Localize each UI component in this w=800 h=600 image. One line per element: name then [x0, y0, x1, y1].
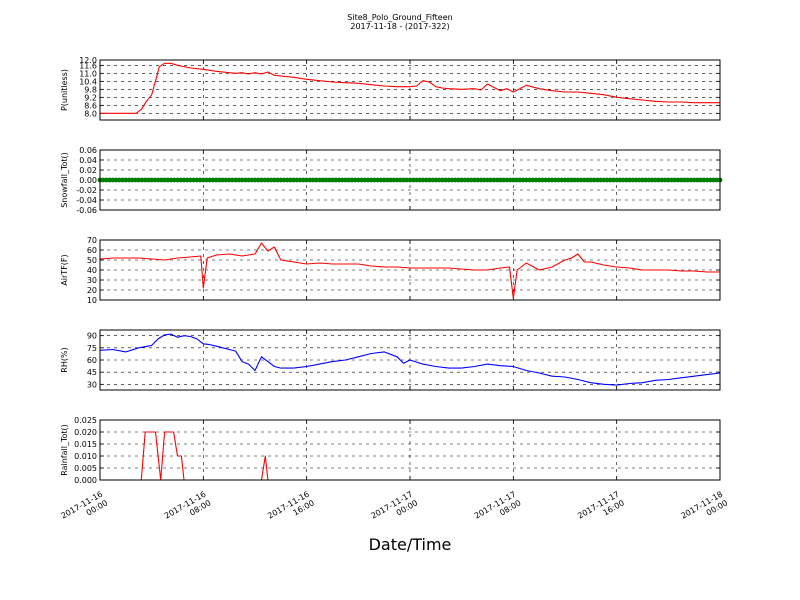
- series-line: [99, 242, 720, 299]
- y-axis-label: P(unitless): [60, 69, 69, 111]
- subplot-5: 0.025 0.020 0.015 0.010 0.005 0.000 Rainfall_T…: [60, 416, 721, 485]
- y-tick-label: 8.0: [84, 109, 97, 118]
- y-tick-label: 9.8: [84, 85, 97, 94]
- y-tick-label: 90: [87, 332, 97, 341]
- axes-frame: [99, 329, 721, 391]
- subplot-1: 8.08.69.29.810.411.011.612.0 P(unitless): [60, 56, 721, 121]
- y-tick-label: 75: [87, 344, 97, 353]
- y-tick-label: 0.020: [74, 428, 97, 437]
- y-tick-label: 0.025: [74, 416, 97, 425]
- y-axis-label: RH(%): [60, 347, 69, 372]
- y-axis-label: Snowfall_Tot(): [60, 152, 69, 208]
- y-tick-label: 0.00: [79, 176, 97, 185]
- y-tick-label: 30: [87, 276, 97, 285]
- y-tick-label: 0.04: [79, 156, 97, 165]
- y-tick-label: 10.4: [79, 77, 97, 86]
- y-tick-label: 0.010: [74, 452, 97, 461]
- y-tick-label: 45: [87, 368, 97, 377]
- series-line: [100, 431, 720, 481]
- y-tick-label: 11.0: [79, 69, 97, 78]
- axes-frame: [99, 149, 721, 211]
- y-tick-label: 11.6: [79, 61, 97, 70]
- y-tick-label: -0.02: [76, 186, 97, 195]
- y-tick-label: -0.06: [76, 206, 97, 215]
- axes-frame: [99, 59, 721, 121]
- y-axis-label: Rainfall_Tot(): [60, 424, 69, 476]
- y-tick-label: 9.2: [84, 93, 97, 102]
- chart-title-line1: Site8_Polo_Ground_Fifteen: [347, 13, 452, 22]
- subplot-4: 90 75 60 45 30 RH(%): [60, 329, 721, 391]
- y-tick-label: 0.06: [79, 146, 97, 155]
- x-axis-label: Date/Time: [369, 535, 452, 554]
- series-line: [100, 62, 720, 114]
- chart-title-line2: 2017-11-18 - (2017-322): [350, 22, 449, 31]
- y-tick-label: -0.04: [76, 196, 97, 205]
- y-tick-label: 12.0: [79, 56, 97, 65]
- y-tick-label: 60: [87, 246, 97, 255]
- y-tick-label: 8.6: [84, 101, 97, 110]
- y-tick-label: 0.02: [79, 166, 97, 175]
- y-tick-label: 70: [87, 236, 97, 245]
- y-tick-label: 0.015: [74, 440, 97, 449]
- y-tick-label: 60: [87, 356, 97, 365]
- y-tick-label: 50: [87, 256, 97, 265]
- y-tick-label: 40: [87, 266, 97, 275]
- y-tick-label: 0.000: [74, 476, 97, 485]
- y-axis-label: AirTF(F): [60, 254, 69, 285]
- axes-frame: [99, 239, 721, 301]
- y-tick-label: 0.005: [74, 464, 97, 473]
- series-line: [99, 333, 721, 386]
- y-tick-label: 20: [87, 286, 97, 295]
- y-tick-label: 10: [87, 296, 97, 305]
- subplot-2: 0.060.040.020.00-0.02-0.04-0.06 Snowfall_…: [60, 146, 723, 215]
- subplots: 8.08.69.29.810.411.011.612.0 P(unitless) 0…: [60, 56, 723, 485]
- axes-frame: [99, 419, 721, 481]
- y-tick-label: 30: [87, 380, 97, 389]
